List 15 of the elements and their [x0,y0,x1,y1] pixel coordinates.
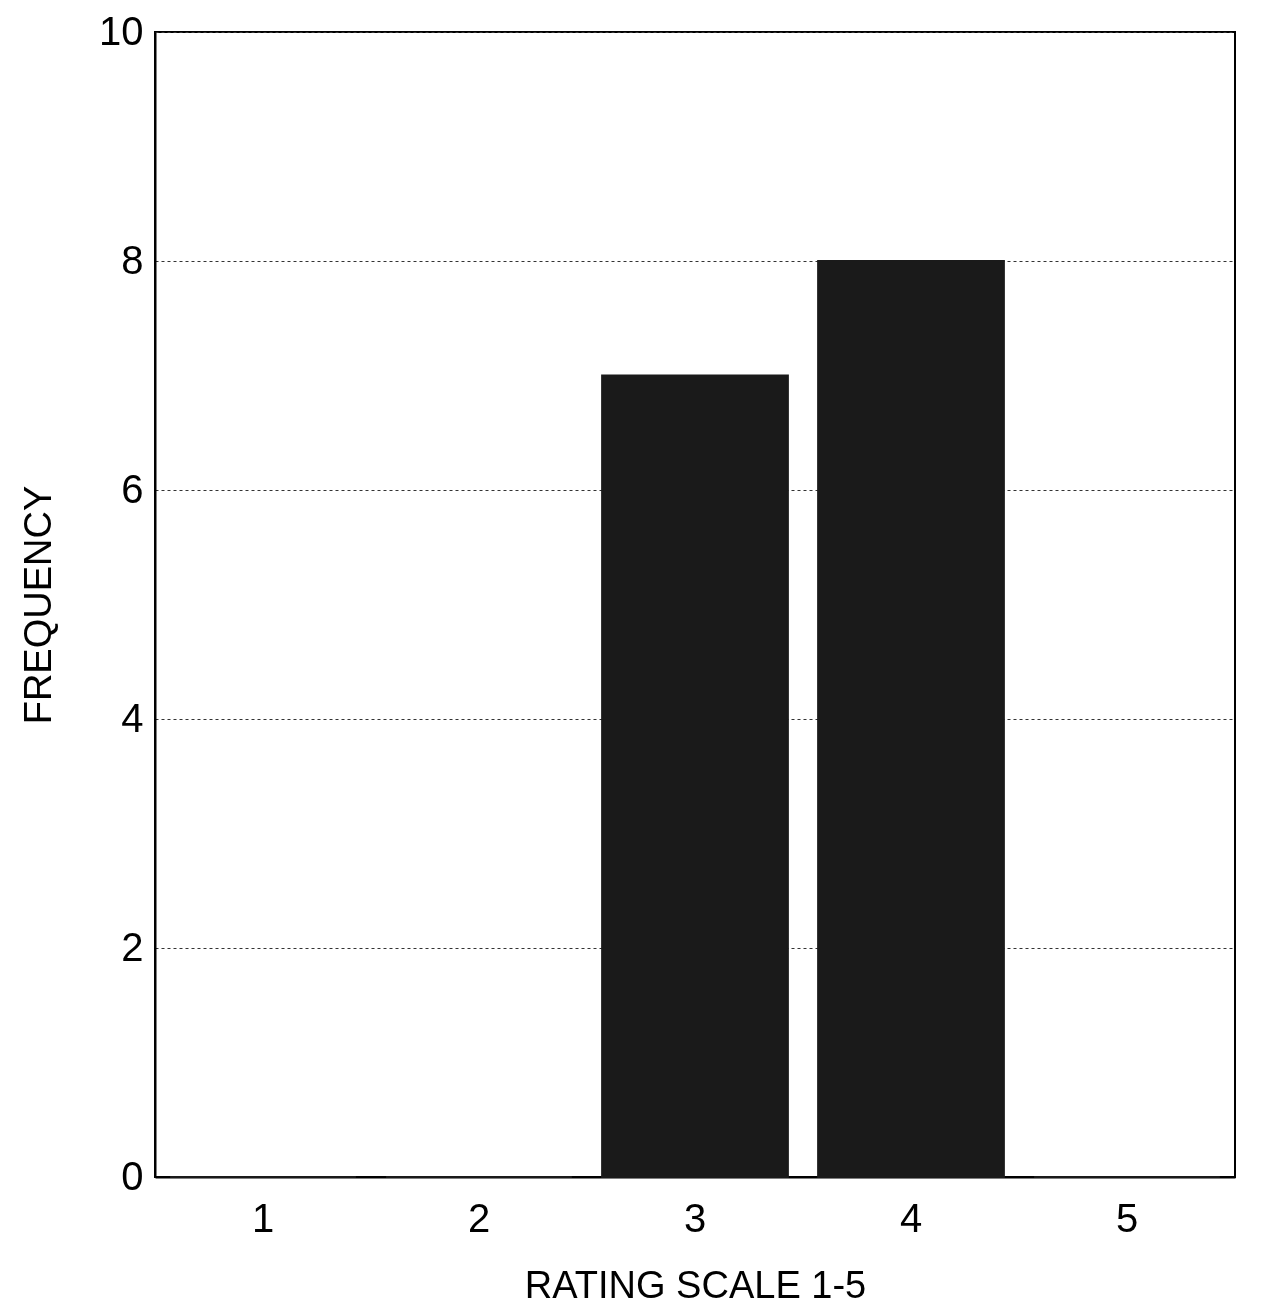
x-axis-title: RATING SCALE 1-5 [524,1263,867,1306]
y-tick-label: 4 [121,695,144,740]
y-axis-title: FREQUENCY [17,485,60,725]
y-tick-label: 0 [121,1153,144,1198]
y-tick-label: 8 [121,237,144,282]
x-tick-label: 1 [251,1195,275,1240]
x-tick-label: 2 [467,1195,491,1240]
y-tick-label: 2 [121,924,144,969]
x-tick-label: 4 [899,1195,923,1240]
x-tick-label: 3 [683,1195,707,1240]
bar [817,260,1005,1178]
bar [601,374,789,1178]
x-tick-label: 5 [1115,1195,1139,1240]
y-tick-label: 6 [121,466,144,511]
y-tick-label: 10 [99,8,144,53]
